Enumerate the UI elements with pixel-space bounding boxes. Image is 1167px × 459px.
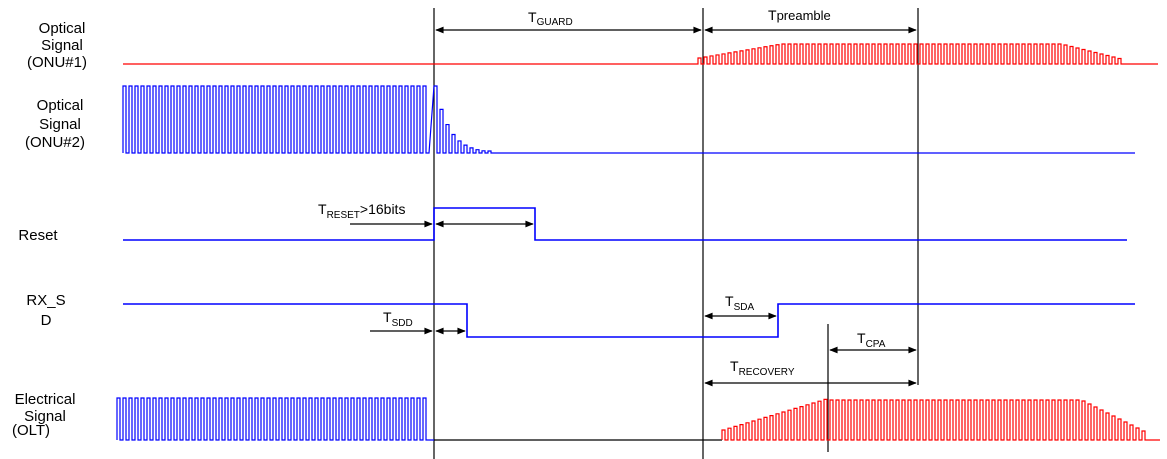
electrical-onu2-waveform <box>116 397 434 441</box>
guard-label: TGUARD <box>528 9 573 28</box>
timing-labels: TGUARD Tpreamble TRESET>16bits TSDD TSDA… <box>318 7 886 378</box>
electrical-label-line3: (OLT) <box>12 422 50 439</box>
cpa-label: TCPA <box>857 330 886 350</box>
row-labels: Optical Signal (ONU#1) Optical Signal (O… <box>12 20 87 439</box>
sdd-label: TSDD <box>383 309 413 329</box>
onu2-optical-waveform <box>122 85 1135 154</box>
rxsd-signal-line <box>123 303 1135 338</box>
onu1-optical-waveform <box>123 43 1158 65</box>
electrical-onu1-waveform <box>721 398 1160 441</box>
sda-label: TSDA <box>725 293 754 313</box>
electrical-label-line1: Electrical <box>15 391 76 408</box>
reset-label: Reset <box>18 227 58 244</box>
onu1-label-line3: (ONU#1) <box>27 54 87 71</box>
control-signals <box>123 207 1135 338</box>
onu2-label-line3: (ONU#2) <box>25 134 85 151</box>
reset-signal-line <box>123 207 1127 241</box>
onu2-label-line2: Signal <box>39 116 81 133</box>
waveforms <box>116 43 1160 441</box>
recovery-label: TRECOVERY <box>730 358 795 378</box>
electrical-label-line2: Signal <box>24 408 66 425</box>
reset-timing-label: TRESET>16bits <box>318 201 405 221</box>
timing-arrows <box>350 26 917 387</box>
onu1-label-line2: Signal <box>41 37 83 54</box>
onu1-label-line1: Optical <box>39 20 86 37</box>
rxsd-label-line2: D <box>41 312 52 329</box>
preamble-label: Tpreamble <box>768 7 831 23</box>
vertical-reference-lines <box>433 8 919 459</box>
rxsd-label-line1: RX_S <box>26 292 65 309</box>
onu2-label-line1: Optical <box>37 97 84 114</box>
